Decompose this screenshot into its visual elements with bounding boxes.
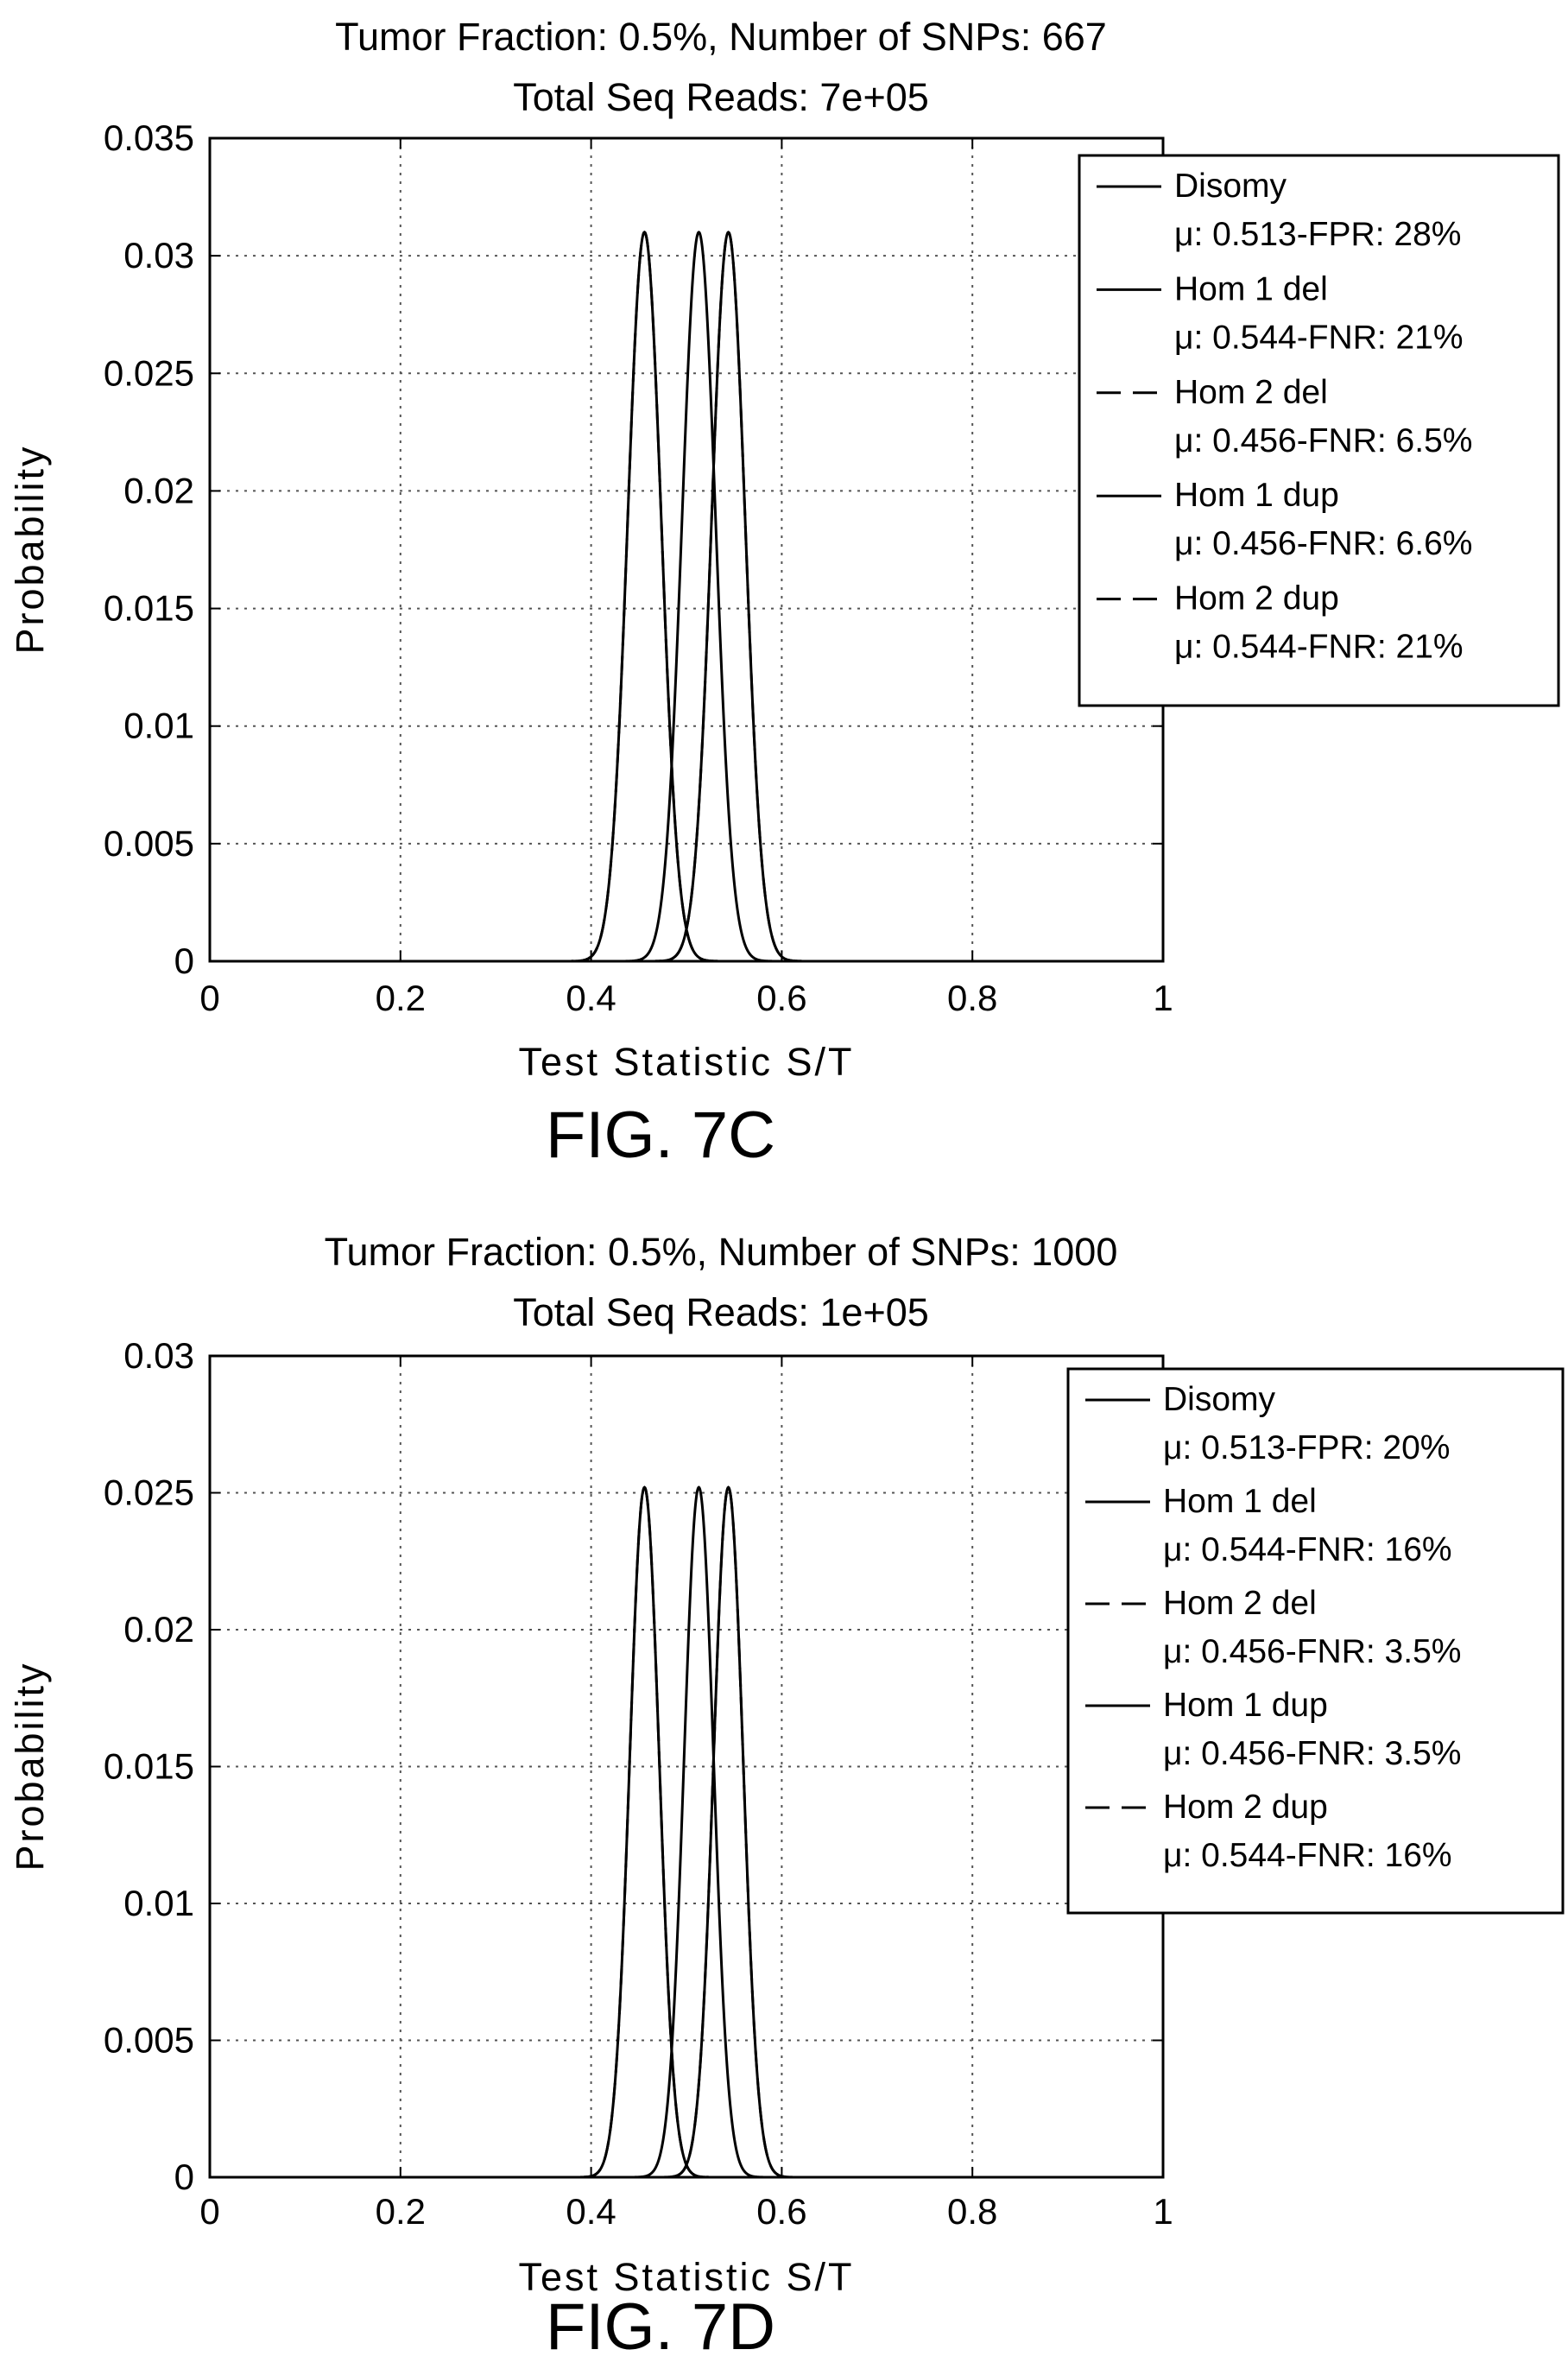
legend-entry-name: Hom 2 dup <box>1163 1789 1328 1826</box>
x-tick-label: 0.8 <box>947 2191 997 2232</box>
legend-entry-detail: μ: 0.544-FNR: 21% <box>1174 629 1464 666</box>
legend-box <box>1078 154 1560 707</box>
y-tick-label: 0.015 <box>104 588 194 629</box>
x-tick-label: 0.4 <box>566 2191 616 2232</box>
series-line-hom-1-del <box>496 1485 877 2179</box>
chart-title-line: Tumor Fraction: 0.5%, Number of SNPs: 10… <box>325 1230 1118 1274</box>
legend-entry-name: Disomy <box>1163 1381 1276 1418</box>
legend-entry-name: Hom 2 del <box>1174 374 1328 411</box>
series-line-hom-2-dup <box>496 1485 877 2179</box>
legend-entry-name: Hom 1 del <box>1163 1483 1317 1520</box>
legend-entry-detail: μ: 0.544-FNR: 16% <box>1163 1837 1452 1874</box>
y-tick-label: 0 <box>174 2156 194 2197</box>
x-tick-label: 0.8 <box>947 978 997 1018</box>
plot-frame <box>208 136 1165 963</box>
y-tick-label: 0 <box>174 940 194 981</box>
series-line-hom-1-dup <box>496 231 877 963</box>
legend-entry-detail: μ: 0.513-FPR: 20% <box>1163 1429 1450 1466</box>
y-tick-label: 0.03 <box>123 235 194 276</box>
x-tick-label: 1 <box>1153 2191 1173 2232</box>
series-line-hom-1-del <box>496 231 877 963</box>
legend-entry-detail: μ: 0.456-FNR: 6.6% <box>1174 525 1472 562</box>
y-tick-label: 0.025 <box>104 1472 194 1513</box>
series-line-disomy <box>496 1485 877 2179</box>
y-axis-label: Probability <box>8 1661 52 1871</box>
legend-entry-name: Hom 2 del <box>1163 1585 1317 1622</box>
y-tick-label: 0.03 <box>123 1335 194 1376</box>
y-tick-label: 0.01 <box>123 706 194 746</box>
chart-title-line: Total Seq Reads: 7e+05 <box>513 75 929 119</box>
legend: Disomy μ: 0.513-FPR: 20% Hom 1 del μ: 0.544… <box>1066 1367 1565 1915</box>
chart-title-line: Total Seq Reads: 1e+05 <box>513 1290 929 1334</box>
x-tick-label: 0.2 <box>376 978 426 1018</box>
legend: Disomy μ: 0.513-FPR: 28% Hom 1 del μ: 0.544… <box>1078 154 1560 707</box>
x-tick-label: 0.6 <box>756 2191 806 2232</box>
x-tick-label: 1 <box>1153 978 1173 1018</box>
legend-entry-detail: μ: 0.544-FNR: 16% <box>1163 1531 1452 1568</box>
y-tick-label: 0.02 <box>123 1609 194 1650</box>
x-tick-label: 0.2 <box>376 2191 426 2232</box>
x-tick-label: 0.6 <box>756 978 806 1018</box>
series-line-hom-1-dup <box>496 1485 877 2179</box>
figure-label: FIG. 7D <box>546 2290 775 2364</box>
y-tick-label: 0.035 <box>104 117 194 158</box>
legend-entry-detail: μ: 0.513-FPR: 28% <box>1174 216 1461 253</box>
legend-entry-detail: μ: 0.456-FNR: 3.5% <box>1163 1735 1461 1772</box>
series-line-disomy <box>496 231 877 963</box>
series-line-hom-2-del <box>496 231 877 963</box>
y-tick-label: 0.005 <box>104 2020 194 2061</box>
chart-7c: Tumor Fraction: 0.5%, Number of SNPs: 66… <box>8 15 1560 1172</box>
x-tick-label: 0.4 <box>566 978 616 1018</box>
series-line-hom-2-del <box>496 1485 877 2179</box>
legend-entry-name: Hom 1 dup <box>1174 477 1339 514</box>
legend-entry-detail: μ: 0.456-FNR: 3.5% <box>1163 1633 1461 1670</box>
x-tick-label: 0 <box>199 2191 219 2232</box>
legend-entry-name: Hom 1 dup <box>1163 1687 1328 1724</box>
legend-entry-name: Disomy <box>1174 168 1287 205</box>
legend-entry-name: Hom 1 del <box>1174 270 1328 307</box>
legend-entry-detail: μ: 0.544-FNR: 21% <box>1174 319 1464 356</box>
chart-title-line: Tumor Fraction: 0.5%, Number of SNPs: 66… <box>335 15 1107 59</box>
y-axis-label: Probability <box>8 444 52 654</box>
legend-entry-detail: μ: 0.456-FNR: 6.5% <box>1174 422 1472 459</box>
figure-label: FIG. 7C <box>546 1099 775 1172</box>
x-axis-label: Test Statistic S/T <box>518 1040 854 1084</box>
y-tick-label: 0.01 <box>123 1883 194 1923</box>
chart-7d: Tumor Fraction: 0.5%, Number of SNPs: 10… <box>8 1230 1565 2364</box>
y-tick-label: 0.005 <box>104 823 194 864</box>
x-tick-label: 0 <box>199 978 219 1018</box>
y-tick-label: 0.015 <box>104 1746 194 1787</box>
legend-entry-name: Hom 2 dup <box>1174 580 1339 618</box>
series-line-hom-2-dup <box>496 231 877 963</box>
legend-box <box>1066 1367 1565 1915</box>
y-tick-label: 0.02 <box>123 470 194 510</box>
x-axis-label: Test Statistic S/T <box>518 2255 854 2299</box>
y-tick-label: 0.025 <box>104 352 194 393</box>
